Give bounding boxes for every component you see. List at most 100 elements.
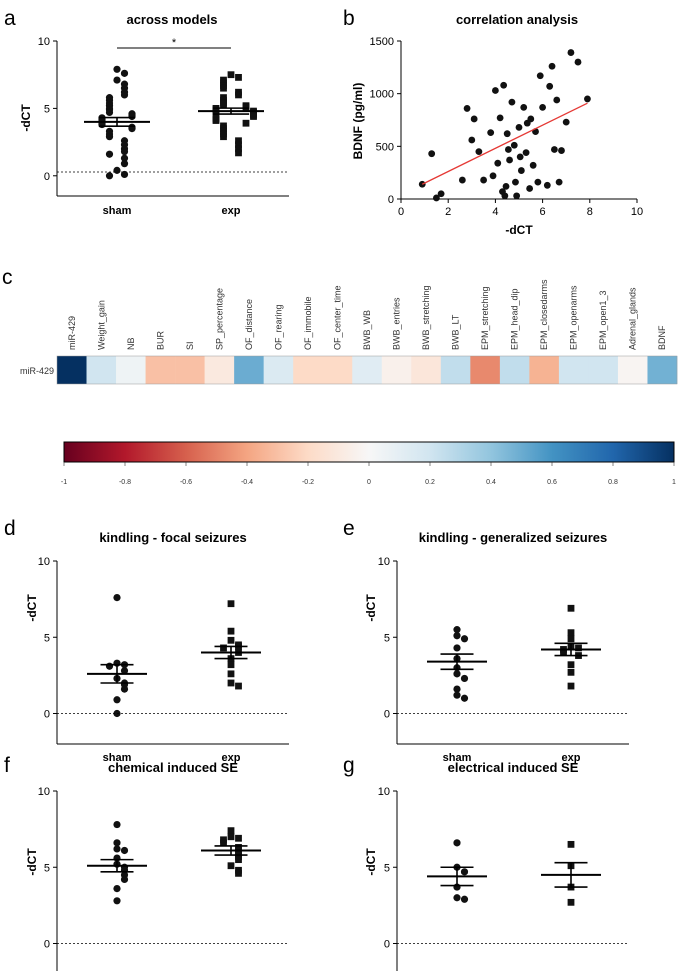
- panel-b-point: [508, 98, 516, 106]
- panel-f-exp-point: [227, 862, 235, 870]
- panel-e-ytick-label: 10: [378, 556, 390, 568]
- panel-label-d: d: [4, 517, 16, 540]
- panel-f-exp-point: [220, 839, 227, 847]
- panel-d-ytick-label: 0: [44, 709, 50, 721]
- heatmap-column-label: EPM_open1_3: [598, 290, 608, 350]
- panel-b-point: [480, 176, 487, 184]
- heatmap-cell-bur: [145, 356, 176, 384]
- panel-b-point: [463, 105, 471, 112]
- panel-a-exp-point: [235, 137, 242, 145]
- heatmap-column-label: OF_center_time: [332, 285, 342, 350]
- panel-b-point: [534, 178, 542, 186]
- panel-label-a: a: [4, 7, 16, 30]
- panel-b-point: [458, 176, 466, 184]
- panel-a-cat-exp: exp: [222, 205, 241, 217]
- panel-b-xtick-label: 4: [492, 206, 498, 218]
- panel-e-exp-point: [575, 644, 582, 652]
- panel-a-sham-point: [120, 154, 129, 162]
- panel-b-point: [584, 95, 591, 103]
- heatmap-cell-bwb-stretching: [411, 356, 442, 384]
- panel-a-sham-point: [120, 91, 129, 99]
- panel-b-point: [548, 62, 556, 70]
- panel-b-point: [553, 96, 561, 104]
- heatmap-cell-mir-429: [57, 356, 87, 384]
- panel-b-ytick-label: 1500: [370, 36, 394, 48]
- panel-a-exp-point: [220, 133, 227, 141]
- panel-a-sham-point: [128, 112, 136, 121]
- panel-b-point: [503, 130, 511, 138]
- panel-label-f: f: [4, 754, 10, 777]
- panel-b-point: [492, 87, 499, 94]
- panel-b-xlabel: -dCT: [505, 223, 533, 237]
- panel-e-ticks: 0 5 10: [378, 556, 397, 721]
- panel-a-exp-point: [235, 145, 242, 153]
- panel-e-ylabel: -dCT: [364, 594, 378, 622]
- panel-f-marks: [87, 820, 261, 905]
- colorbar-tick-label: -1: [61, 479, 67, 486]
- panel-a-sham-point: [105, 108, 114, 117]
- panel-d-exp-point: [227, 636, 235, 644]
- heatmap-cell-sp-percentage: [204, 356, 235, 384]
- panel-a-exp-point: [242, 119, 250, 127]
- heatmap-frame: [56, 355, 678, 385]
- panel-b-xtick-label: 8: [587, 206, 593, 218]
- panel-a-sham-point: [120, 69, 129, 77]
- panel-d-exp-point: [235, 682, 242, 690]
- colorbar-tick-label: 0: [367, 479, 371, 486]
- panel-d-ytick-label: 10: [38, 556, 50, 568]
- panel-f-ytick-label: 0: [44, 939, 50, 951]
- heatmap-cell-adrenal-glands: [617, 356, 648, 384]
- heatmap-cell-weight-gain: [86, 356, 117, 384]
- panel-d-ytick-label: 5: [44, 632, 50, 644]
- panel-b-point: [506, 156, 513, 164]
- heatmap-column-label: Weight_gain: [96, 300, 106, 350]
- panel-b-ytick-label: 500: [376, 141, 394, 153]
- panel-d-exp-point: [220, 644, 227, 652]
- panel-c-heatmap: miR-429 Weight_gain NB BUR SI SP_percentage OF…: [20, 279, 678, 486]
- panel-d-chart: kindling - focal seizures -dCT 0 5 10 sham exp: [25, 530, 289, 764]
- heatmap-cell-bwb-lt: [440, 356, 471, 384]
- panel-b-point: [516, 153, 524, 161]
- panel-d-marks: [87, 594, 261, 718]
- panel-a-exp-point: [220, 100, 227, 108]
- heatmap-column-label: BWB_WB: [362, 310, 372, 350]
- heatmap-cell-epm-open1-3: [588, 356, 619, 384]
- panel-a-chart: across models -dCT 0 5 10 * sham exp: [19, 12, 289, 217]
- colorbar-tick-label: -0.6: [180, 479, 192, 486]
- panel-e-sham-point: [460, 674, 469, 683]
- panel-e-sham-point: [460, 694, 469, 702]
- colorbar-tick-label: -0.8: [119, 479, 131, 486]
- heatmap-column-label: OF_rearing: [273, 304, 283, 350]
- panel-b-xtick-label: 10: [631, 206, 643, 218]
- panel-e-ytick-label: 0: [384, 709, 390, 721]
- panel-b-ylabel: BDNF (pg/ml): [351, 83, 365, 160]
- panel-d-title: kindling - focal seizures: [99, 530, 246, 545]
- panel-d-cat-sham: sham: [103, 752, 132, 764]
- panel-label-e: e: [343, 517, 355, 540]
- panel-d-sham-point: [113, 594, 121, 602]
- panel-e-sham-point: [453, 670, 461, 678]
- panel-f-sham-point: [120, 875, 129, 884]
- heatmap-cell-of-immobile: [293, 356, 324, 384]
- panel-a-exp-point: [235, 149, 242, 157]
- panel-d-exp-point: [227, 600, 235, 608]
- panel-a-sham-point: [113, 166, 121, 174]
- heatmap-cell-epm-head-dip: [499, 356, 530, 384]
- panel-f-title: chemical induced SE: [108, 760, 238, 775]
- panel-b-point: [487, 129, 495, 137]
- panel-f-exp-point: [235, 856, 242, 864]
- panel-g-ytick-label: 0: [384, 939, 390, 951]
- colorbar: [63, 441, 675, 463]
- heatmap-cell-of-center-time: [322, 356, 353, 384]
- panel-a-exp-point: [250, 113, 257, 120]
- heatmap-column-label: BUR: [155, 330, 165, 350]
- heatmap-cell-nb: [116, 356, 146, 384]
- panel-g-sham-point: [453, 839, 461, 847]
- panel-d-ticks: 0 5 10: [38, 556, 57, 721]
- panel-a-ytick-label: 10: [38, 36, 50, 48]
- heatmap-column-label: NB: [126, 337, 136, 350]
- panel-label-g: g: [343, 754, 355, 777]
- panel-e-sham-point: [460, 635, 469, 643]
- panel-a-sham-point: [105, 172, 114, 180]
